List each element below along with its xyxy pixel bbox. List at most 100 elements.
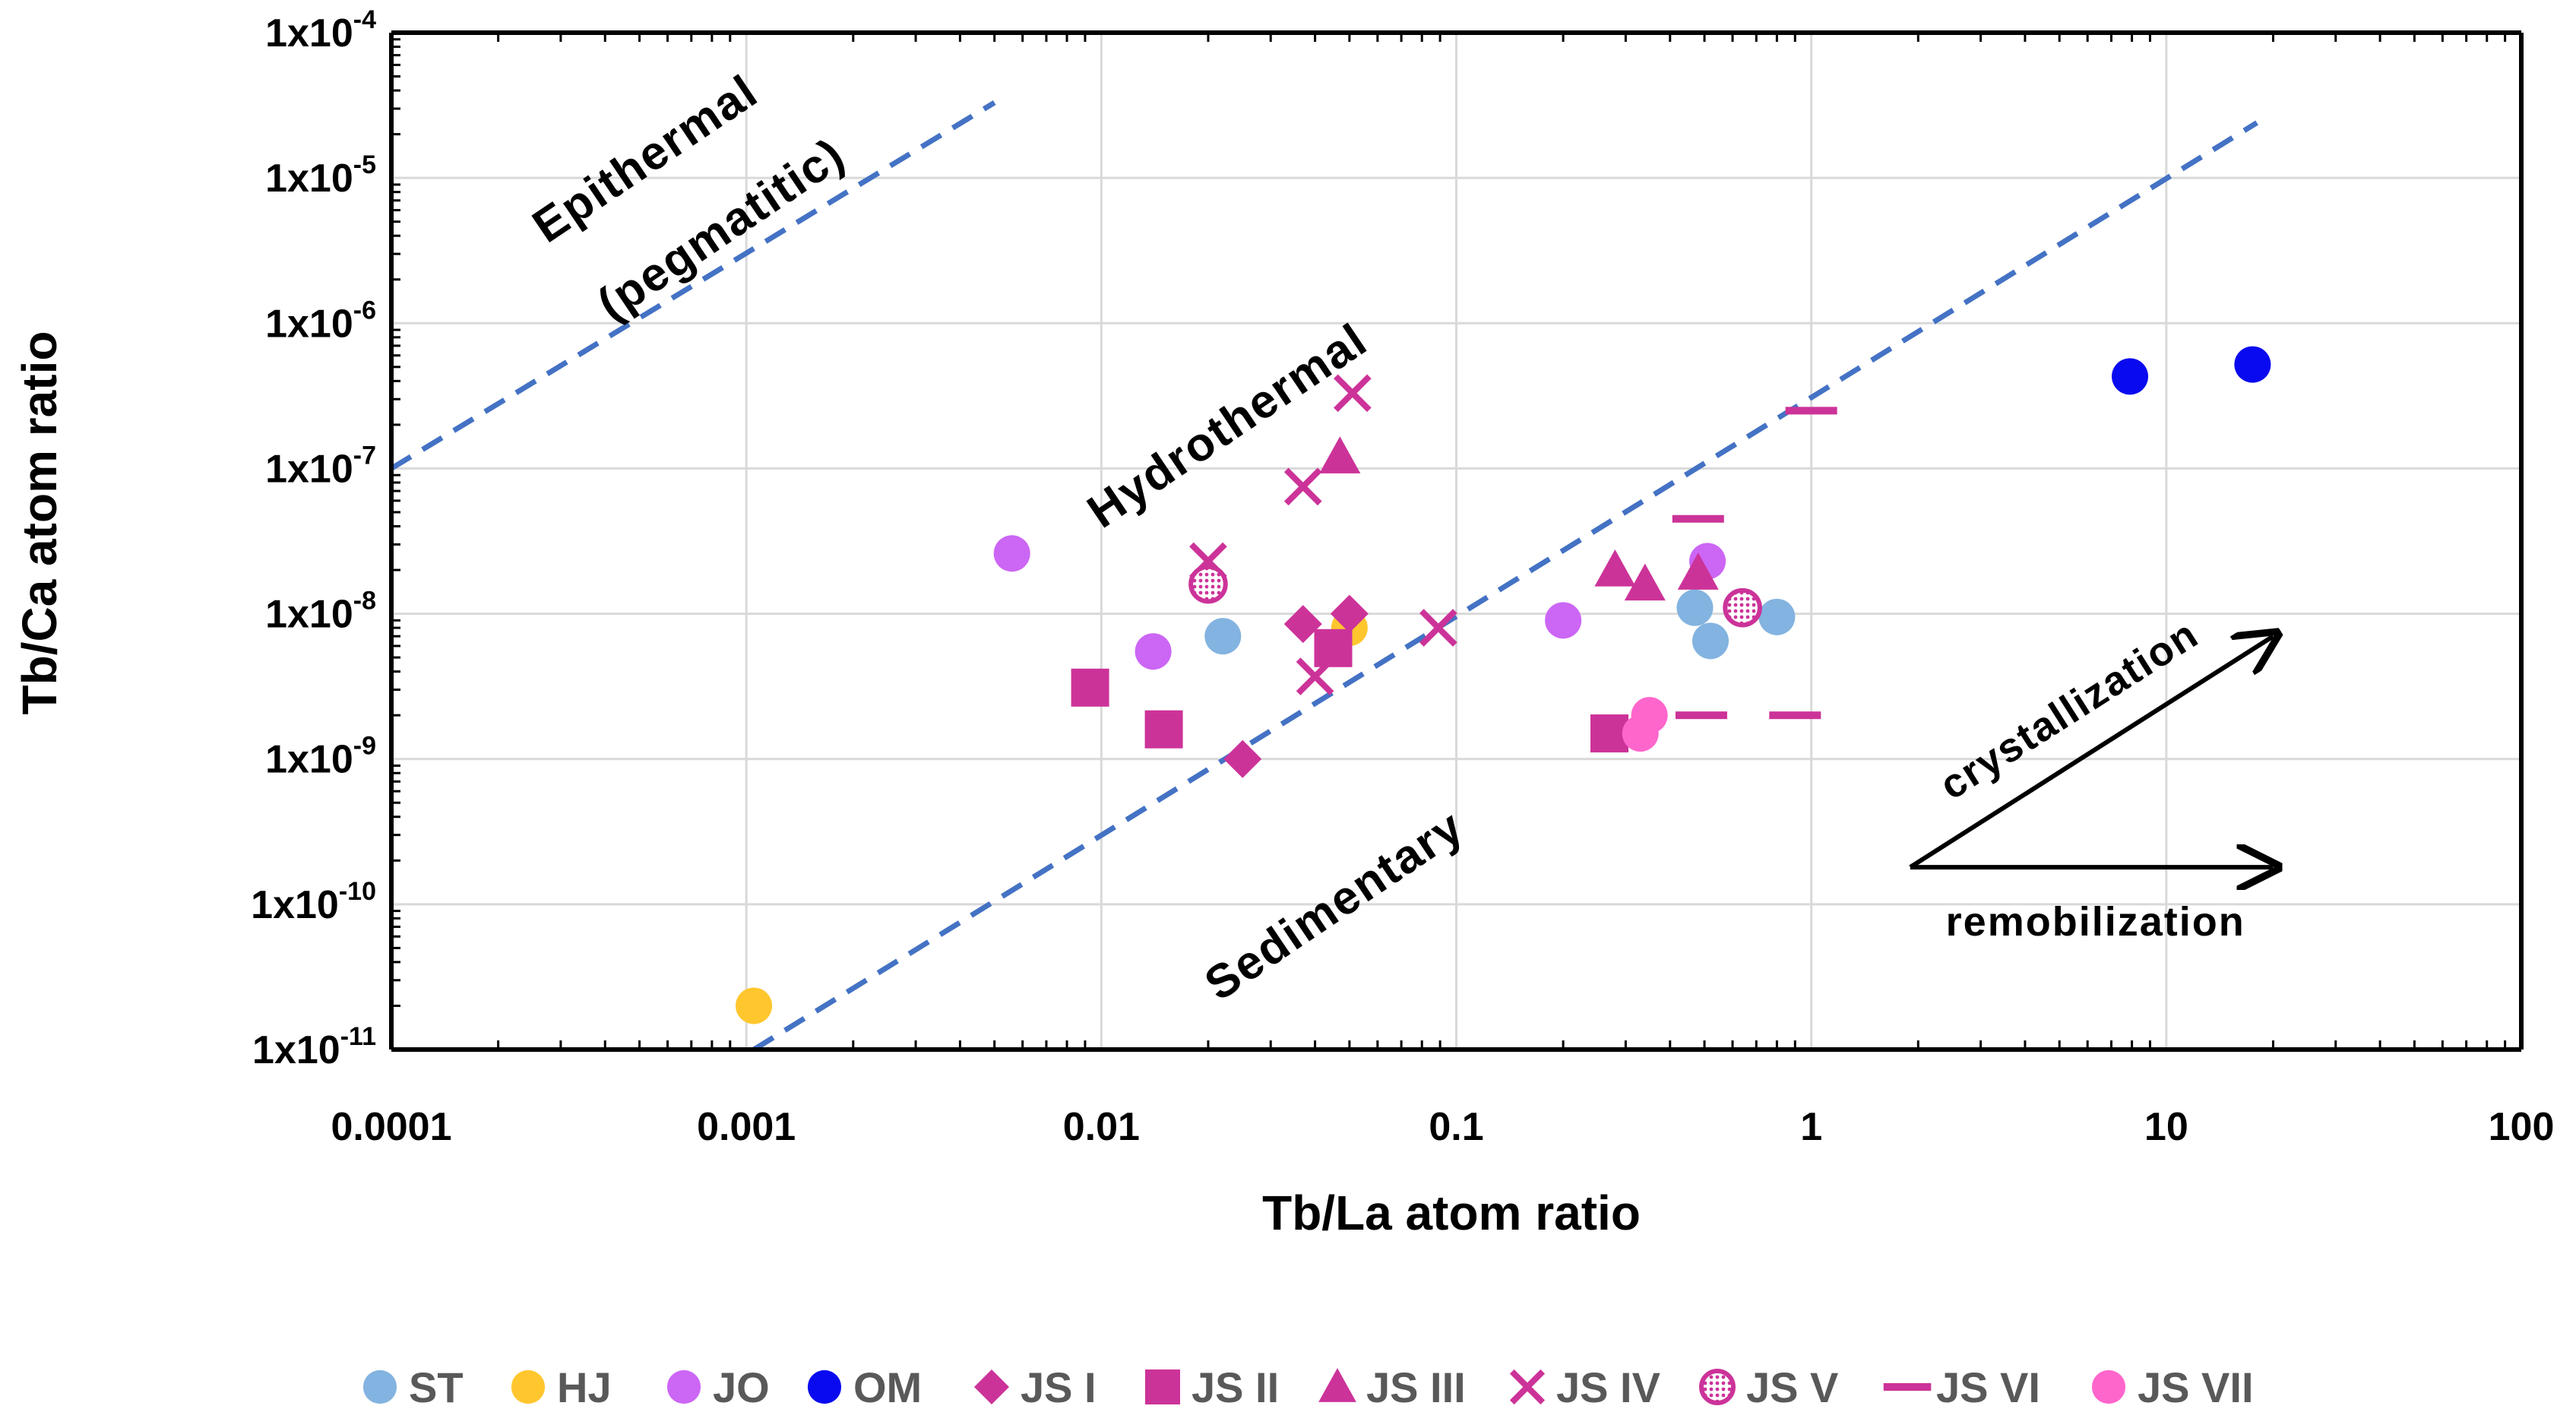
legend-item-st: ST <box>362 1363 464 1411</box>
point-js-iii <box>1594 549 1636 587</box>
y-tick-label: 1x10-5 <box>265 150 376 201</box>
y-tick-label: 1x10-10 <box>251 877 376 927</box>
legend-item-js-iv: JS IV <box>1509 1363 1660 1411</box>
legend-label-js-vi: JS VI <box>1936 1363 2040 1411</box>
legend-label-om: OM <box>853 1363 922 1411</box>
point-js-vi <box>1785 407 1837 415</box>
legend-item-js-vii: JS VII <box>2091 1363 2254 1411</box>
point-js-iii <box>1319 436 1361 473</box>
point-js-v <box>1188 564 1228 604</box>
point-js-iv <box>1334 374 1372 413</box>
x-axis-title: Tb/La atom ratio <box>1262 1186 1641 1240</box>
legend-marker-js-i <box>974 1369 1009 1404</box>
region-label: Sedimentary <box>1195 800 1473 1012</box>
point-st <box>1676 589 1714 626</box>
point-jo <box>1545 602 1582 639</box>
point-js-ii <box>1144 710 1183 749</box>
hydrothermal-sedimentary-boundary <box>752 120 2258 1052</box>
remobilization-label: remobilization <box>1946 899 2245 945</box>
x-tick-labels: 0.0001 0.001 0.01 0.1 1 10 100 <box>331 1105 2554 1149</box>
region-labels: Epithermal(pegmatitic)HydrothermalSedime… <box>524 65 1473 1011</box>
legend-label-hj: HJ <box>557 1363 612 1411</box>
legend-marker-js-ii <box>1145 1369 1180 1404</box>
minor-ticks <box>391 33 2507 1050</box>
x-tick-label: 0.001 <box>697 1105 796 1149</box>
y-axis-title: Tb/Ca atom ratio <box>12 331 67 715</box>
point-js-vii <box>1631 697 1668 734</box>
point-js-iv <box>1296 657 1334 695</box>
y-tick-label: 1x10-11 <box>252 1022 376 1072</box>
point-om <box>2234 346 2271 383</box>
legend: ST HJ JO OM JS I JS II JS III JS IV JS V JS VI JS … <box>362 1363 2254 1411</box>
legend-item-js-ii: JS II <box>1145 1363 1279 1411</box>
legend-marker-om <box>807 1369 842 1404</box>
y-tick-label: 1x10-6 <box>265 296 376 346</box>
x-tick-label: 0.1 <box>1429 1105 1483 1149</box>
point-js-iii <box>1677 553 1719 590</box>
x-stroke <box>1509 1369 1546 1405</box>
legend-label-js-vii: JS VII <box>2138 1363 2254 1411</box>
point-js-vi <box>1672 515 1724 523</box>
y-tick-label: 1x10-9 <box>265 732 376 782</box>
x-tick-label: 100 <box>2489 1105 2555 1149</box>
point-js-vi <box>1675 711 1727 720</box>
legend-label-js-iii: JS III <box>1366 1363 1466 1411</box>
legend-item-js-i: JS I <box>974 1363 1097 1411</box>
point-js-vi <box>1769 711 1821 720</box>
crystallization-arrow <box>1909 636 2274 869</box>
point-hj <box>736 987 773 1024</box>
point-js-ii <box>1314 629 1353 667</box>
point-om <box>2112 358 2149 395</box>
region-label: Hydrothermal <box>1078 313 1377 538</box>
y-tick-label: 1x10-4 <box>265 5 376 55</box>
point-js-ii <box>1590 714 1629 753</box>
y-tick-label: 1x10-7 <box>265 441 376 491</box>
y-tick-labels: 1x10-4 1x10-5 1x10-6 1x10-7 1x10-8 1x10-9 1x10… <box>251 5 376 1072</box>
legend-marker-js-iii <box>1318 1368 1356 1402</box>
legend-item-hj: HJ <box>511 1363 612 1411</box>
x-stroke <box>1419 609 1457 647</box>
legend-label-js-v: JS V <box>1746 1363 1838 1411</box>
legend-label-jo: JO <box>713 1363 770 1411</box>
legend-label-st: ST <box>409 1363 464 1411</box>
x-stroke <box>1296 657 1334 695</box>
point-js-iv <box>1419 609 1457 647</box>
point-js-iii <box>1624 563 1666 601</box>
legend-label-js-ii: JS II <box>1191 1363 1279 1411</box>
legend-marker-js-v <box>1699 1369 1736 1405</box>
x-stroke <box>1283 467 1322 506</box>
x-tick-label: 0.01 <box>1063 1105 1140 1149</box>
point-st <box>1204 618 1242 655</box>
legend-marker-st <box>362 1369 397 1404</box>
legend-item-jo: JO <box>666 1363 770 1411</box>
boundary-lines <box>390 100 2258 1052</box>
point-js-i <box>1330 594 1369 633</box>
point-js-v <box>1723 587 1762 628</box>
data-points <box>736 346 2271 1024</box>
axes <box>389 30 2524 1052</box>
y-tick-label: 1x10-8 <box>265 587 376 637</box>
point-js-i <box>1283 605 1322 644</box>
legend-item-js-v: JS V <box>1699 1363 1838 1411</box>
legend-item-js-iii: JS III <box>1318 1363 1466 1411</box>
point-st <box>1691 622 1729 660</box>
legend-label-js-iv: JS IV <box>1556 1363 1660 1411</box>
legend-marker-js-vi <box>1883 1383 1932 1391</box>
point-js-ii <box>1071 668 1109 707</box>
point-js-iv <box>1283 467 1322 506</box>
x-tick-label: 10 <box>2144 1105 2188 1149</box>
x-tick-label: 0.0001 <box>331 1105 451 1149</box>
epithermal-hydrothermal-boundary <box>390 100 996 471</box>
legend-item-js-vi: JS VI <box>1883 1363 2040 1411</box>
legend-label-js-i: JS I <box>1021 1363 1097 1411</box>
point-js-i <box>1223 739 1262 778</box>
legend-marker-hj <box>511 1369 546 1404</box>
legend-marker-js-iv <box>1509 1369 1546 1405</box>
gridlines <box>390 31 2523 1051</box>
x-tick-label: 1 <box>1800 1105 1822 1149</box>
x-stroke <box>1334 374 1372 413</box>
legend-marker-jo <box>666 1369 701 1404</box>
point-st <box>1758 598 1796 635</box>
